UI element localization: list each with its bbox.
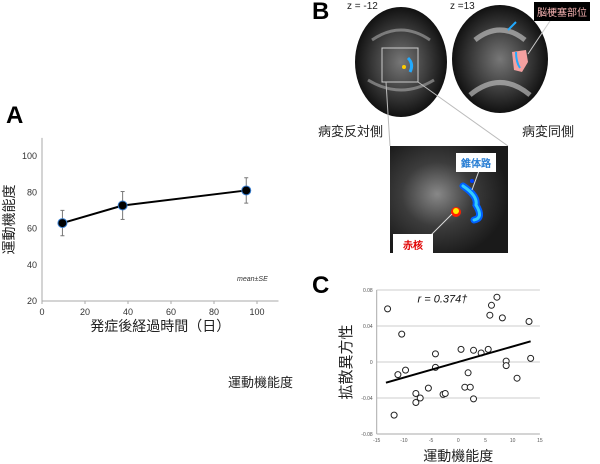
annotation: mean±SE [237,276,268,283]
y-tick-label: 60 [27,224,37,234]
x-tick-label: 20 [80,307,90,317]
data-point [487,301,495,309]
data-point [412,390,420,397]
y-tick-label: 0.08 [363,288,373,294]
chart-a: 0 20 40 60 80 10020406080100mean±SE発症後経過時間（日）… [1,137,279,334]
data-point [431,350,439,358]
y-tick-label: 0.04 [363,324,373,330]
data-point [416,394,424,402]
stray-label: 運動機能度 [228,376,294,391]
pyramidal-tract-right [507,21,521,69]
panel-label-b: B [312,0,330,25]
x-tick-label: 80 [209,307,219,317]
panel-label-c: C [312,272,330,299]
data-point [441,390,449,397]
data-point [484,345,492,353]
data-point [464,369,472,377]
data-point [390,411,398,419]
brain-slice-left [355,7,447,117]
panel-label-a: A [6,102,24,129]
pyramidal-tract-left [406,56,414,73]
data-point [486,311,494,319]
contralateral-label: 病変反対側 [318,125,384,140]
data-point [466,383,474,391]
y-tick-label: 80 [27,187,37,197]
x-tick-label: 10 [510,438,516,444]
series-line [62,189,247,225]
brain-slice-right [452,5,548,113]
y-tick-label: 40 [27,260,37,270]
red-nucleus-label: 赤核 [393,234,433,255]
x-tick-label: 100 [249,307,264,317]
data-point [493,293,501,301]
slice-label-left: z = -12 [347,1,378,12]
chart-c: -0.08 -0.04 0 0.04 0.08 -15 -10 -5 0 5 10 15 r = 0.3… [338,288,543,464]
data-point [57,218,68,229]
data-point [457,345,465,353]
y-tick-label: 0 [370,360,373,366]
x-tick-label: 15 [537,438,543,444]
x-tick-label: -15 [373,438,380,444]
x-tick-label: -10 [400,438,407,444]
data-point [384,305,392,313]
data-point [412,399,420,406]
infarct-label: 脳梗塞部位 [534,2,590,21]
correlation-annotation: r = 0.374† [418,294,468,306]
data-point [527,354,535,362]
x-tick-label: -5 [429,438,434,444]
fit-line [385,340,531,384]
x-tick-label: 0 [39,307,44,317]
data-point [525,318,533,325]
red-nucleus-left [402,65,406,69]
x-axis-title: 発症後経過時間（日） [90,318,230,334]
y-axis-title: 拡散異方性 [338,324,355,399]
y-tick-label: -0.04 [361,396,373,402]
data-point [241,185,252,196]
zoom-box [381,47,419,83]
y-axis-title: 運動機能度 [1,184,17,254]
data-point [498,314,506,322]
data-point [470,346,478,354]
data-point [424,384,432,392]
pyramidal-tract-label: 錐体路 [456,153,496,172]
ipsilateral-label: 病変同側 [522,125,575,140]
y-tick-label: 100 [22,151,37,161]
data-point [394,371,402,379]
slice-label-right: z =13 [450,1,475,12]
y-tick-label: -0.08 [361,432,373,438]
data-point [513,374,521,382]
data-point [117,200,128,211]
data-point [502,362,510,370]
brain-images [355,5,553,253]
data-point [402,366,410,374]
x-tick-label: 0 [457,438,460,444]
x-tick-label: 40 [123,307,133,317]
x-tick-label: 60 [166,307,176,317]
data-point [470,395,478,403]
y-tick-label: 20 [27,296,37,306]
data-point [398,330,406,338]
x-axis-title: 運動機能度 [423,448,493,464]
x-tick-label: 5 [484,438,487,444]
